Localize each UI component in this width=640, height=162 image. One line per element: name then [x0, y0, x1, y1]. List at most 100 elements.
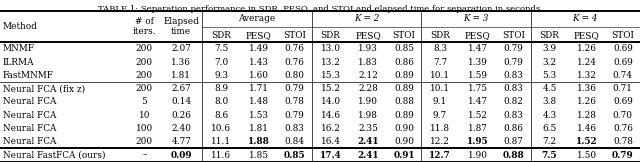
Text: 0.76: 0.76: [285, 58, 305, 67]
Text: 1.88: 1.88: [248, 137, 269, 146]
Text: 1.49: 1.49: [249, 44, 269, 53]
Text: 7.5: 7.5: [214, 44, 228, 53]
Text: 12.2: 12.2: [430, 137, 450, 146]
Text: 16.4: 16.4: [321, 137, 340, 146]
Text: 4.3: 4.3: [542, 111, 557, 120]
Text: Average: Average: [239, 14, 276, 23]
Text: SDR: SDR: [540, 31, 559, 40]
Text: Method: Method: [3, 22, 37, 31]
Text: 1.98: 1.98: [358, 111, 378, 120]
Text: 13.0: 13.0: [321, 44, 340, 53]
Text: 0.90: 0.90: [394, 124, 414, 133]
Text: 8.0: 8.0: [214, 97, 228, 106]
Text: 4.5: 4.5: [542, 84, 557, 93]
Text: PESQ: PESQ: [355, 31, 381, 40]
Text: 6.5: 6.5: [542, 124, 557, 133]
Text: 1.32: 1.32: [577, 71, 597, 80]
Text: 13.2: 13.2: [321, 58, 340, 67]
Text: 0.82: 0.82: [504, 97, 524, 106]
Text: 7.7: 7.7: [433, 58, 447, 67]
Text: 0.89: 0.89: [394, 111, 414, 120]
Text: 0.91: 0.91: [393, 150, 415, 160]
Text: 1.71: 1.71: [249, 84, 269, 93]
Text: 0.89: 0.89: [394, 71, 414, 80]
Text: K = 2: K = 2: [354, 14, 380, 23]
Text: 100: 100: [136, 124, 153, 133]
Text: 0.83: 0.83: [504, 71, 524, 80]
Text: 0.78: 0.78: [285, 97, 305, 106]
Text: 5: 5: [141, 97, 147, 106]
Text: 2.07: 2.07: [172, 44, 191, 53]
Text: 10.6: 10.6: [211, 124, 231, 133]
Text: 1.26: 1.26: [577, 44, 597, 53]
Text: SDR: SDR: [430, 31, 450, 40]
Text: Neural FCA (fix z): Neural FCA (fix z): [3, 84, 84, 93]
Text: 0.85: 0.85: [284, 150, 305, 160]
Text: 1.75: 1.75: [468, 84, 488, 93]
Text: 3.2: 3.2: [542, 58, 556, 67]
Text: 0.69: 0.69: [613, 97, 633, 106]
Text: 9.3: 9.3: [214, 71, 228, 80]
Text: 0.79: 0.79: [612, 150, 634, 160]
Text: SDR: SDR: [321, 31, 340, 40]
Text: 2.40: 2.40: [172, 124, 191, 133]
Text: 0.14: 0.14: [171, 97, 191, 106]
Text: 1.90: 1.90: [358, 97, 378, 106]
Text: 4.77: 4.77: [172, 137, 191, 146]
Text: 0.88: 0.88: [502, 150, 524, 160]
Text: 0.87: 0.87: [504, 137, 524, 146]
Text: 0.80: 0.80: [285, 71, 305, 80]
Text: 7.2: 7.2: [542, 137, 556, 146]
Text: Elapsed
time: Elapsed time: [163, 17, 199, 36]
Text: 0.83: 0.83: [504, 111, 524, 120]
Text: STOI: STOI: [392, 31, 415, 40]
Text: # of
iters.: # of iters.: [132, 17, 156, 36]
Text: 1.87: 1.87: [468, 124, 488, 133]
Text: 2.41: 2.41: [357, 150, 379, 160]
Text: 8.9: 8.9: [214, 84, 228, 93]
Text: 14.6: 14.6: [321, 111, 340, 120]
Text: 8.3: 8.3: [433, 44, 447, 53]
Text: 200: 200: [136, 71, 153, 80]
Text: 1.36: 1.36: [172, 58, 191, 67]
Text: 5.3: 5.3: [542, 71, 557, 80]
Text: 15.3: 15.3: [321, 71, 340, 80]
Text: 1.81: 1.81: [172, 71, 191, 80]
Text: K = 3: K = 3: [463, 14, 488, 23]
Text: 1.50: 1.50: [577, 150, 597, 160]
Text: K = 4: K = 4: [573, 14, 598, 23]
Text: 0.79: 0.79: [285, 84, 305, 93]
Text: 11.8: 11.8: [430, 124, 450, 133]
Text: 1.85: 1.85: [249, 150, 269, 160]
Text: 200: 200: [136, 137, 153, 146]
Text: Neural FCA: Neural FCA: [3, 137, 56, 146]
Text: PESQ: PESQ: [574, 31, 600, 40]
Text: 3.8: 3.8: [542, 97, 556, 106]
Text: 1.47: 1.47: [468, 97, 488, 106]
Text: 1.43: 1.43: [249, 58, 269, 67]
Text: Neural FCA: Neural FCA: [3, 97, 56, 106]
Text: 0.69: 0.69: [613, 58, 633, 67]
Text: 11.1: 11.1: [211, 137, 231, 146]
Text: 1.28: 1.28: [577, 111, 597, 120]
Text: TABLE 1: Separation performance in SDR, PESQ, and STOI and elapsed time for sepa: TABLE 1: Separation performance in SDR, …: [97, 5, 543, 13]
Text: 2.28: 2.28: [358, 84, 378, 93]
Text: ILRMA: ILRMA: [3, 58, 34, 67]
Text: 1.52: 1.52: [468, 111, 488, 120]
Text: 9.1: 9.1: [433, 97, 447, 106]
Text: STOI: STOI: [611, 31, 634, 40]
Text: 1.83: 1.83: [358, 58, 378, 67]
Text: 0.79: 0.79: [504, 58, 524, 67]
Text: 0.78: 0.78: [613, 137, 633, 146]
Text: 0.84: 0.84: [285, 137, 305, 146]
Text: 0.76: 0.76: [285, 44, 305, 53]
Text: 16.2: 16.2: [321, 124, 340, 133]
Text: Neural FCA: Neural FCA: [3, 124, 56, 133]
Text: 0.69: 0.69: [613, 44, 633, 53]
Text: 3.9: 3.9: [542, 44, 556, 53]
Text: Neural FCA: Neural FCA: [3, 111, 56, 120]
Text: 1.24: 1.24: [577, 58, 597, 67]
Text: 0.74: 0.74: [613, 71, 633, 80]
Text: 1.47: 1.47: [468, 44, 488, 53]
Text: 12.7: 12.7: [429, 150, 451, 160]
